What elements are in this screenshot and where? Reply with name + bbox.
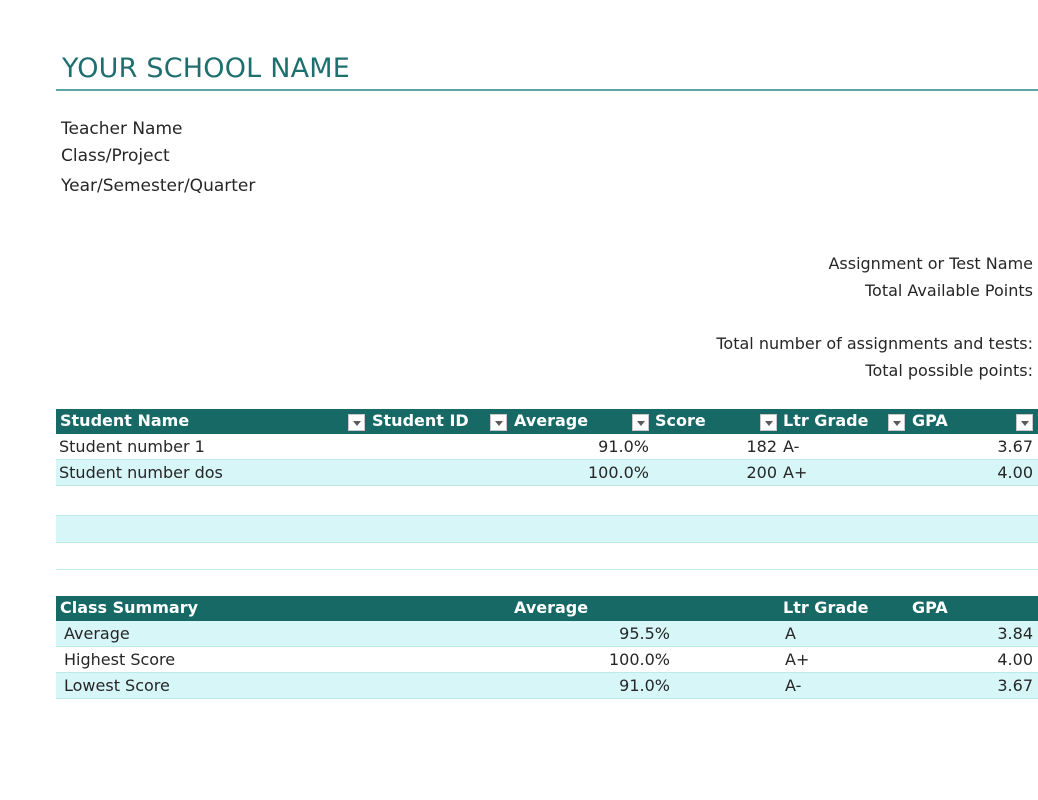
student-table-header: Student Name Student ID Average Score Lt… [56, 409, 1038, 434]
class-summary-table: Class Summary Average Ltr Grade GPA Aver… [56, 596, 1038, 699]
col-average[interactable]: Average [514, 411, 589, 430]
summary-gpa-cell[interactable]: 3.84 [997, 624, 1033, 643]
score-cell[interactable]: 182 [746, 437, 777, 456]
filter-dropdown-icon[interactable] [348, 414, 365, 431]
teacher-name-label[interactable]: Teacher Name [61, 119, 183, 139]
filter-dropdown-icon[interactable] [1016, 414, 1033, 431]
student-table: Student Name Student ID Average Score Lt… [56, 409, 1038, 486]
student-name-cell[interactable]: Student number 1 [59, 437, 205, 456]
summary-row: Highest Score 100.0% A+ 4.00 [56, 647, 1038, 673]
col-score[interactable]: Score [655, 411, 706, 430]
summary-average-cell[interactable]: 91.0% [619, 676, 670, 695]
filter-dropdown-icon[interactable] [888, 414, 905, 431]
class-summary-header: Class Summary Average Ltr Grade GPA [56, 596, 1038, 621]
summary-label-cell[interactable]: Highest Score [64, 650, 176, 669]
col-summary-gpa[interactable]: GPA [912, 598, 948, 617]
col-gpa[interactable]: GPA [912, 411, 948, 430]
col-summary-average[interactable]: Average [514, 598, 589, 617]
filter-dropdown-icon[interactable] [490, 414, 507, 431]
summary-label-cell[interactable]: Lowest Score [64, 676, 170, 695]
table-row: Student number dos 100.0% 200 A+ 4.00 [56, 460, 1038, 486]
average-cell[interactable]: 100.0% [587, 463, 649, 482]
class-project-label[interactable]: Class/Project [61, 146, 170, 166]
summary-grade-cell[interactable]: A- [785, 676, 802, 695]
gpa-cell[interactable]: 3.67 [997, 437, 1033, 456]
empty-row[interactable] [56, 543, 1038, 570]
total-assignments-label[interactable]: Total number of assignments and tests: [716, 334, 1033, 353]
col-ltr-grade[interactable]: Ltr Grade [783, 411, 869, 430]
total-available-points-label[interactable]: Total Available Points [864, 281, 1033, 300]
col-student-name[interactable]: Student Name [60, 411, 190, 430]
col-class-summary[interactable]: Class Summary [60, 598, 199, 617]
summary-average-cell[interactable]: 95.5% [619, 624, 670, 643]
ltr-grade-cell[interactable]: A- [783, 437, 800, 456]
assignment-name-label[interactable]: Assignment or Test Name [828, 254, 1033, 273]
title-underline [56, 89, 1038, 91]
score-cell[interactable]: 200 [746, 463, 777, 482]
filter-dropdown-icon[interactable] [760, 414, 777, 431]
summary-row: Average 95.5% A 3.84 [56, 621, 1038, 647]
summary-gpa-cell[interactable]: 4.00 [997, 650, 1033, 669]
table-row: Student number 1 91.0% 182 A- 3.67 [56, 434, 1038, 460]
term-label[interactable]: Year/Semester/Quarter [61, 176, 256, 196]
student-name-cell[interactable]: Student number dos [59, 463, 223, 482]
ltr-grade-cell[interactable]: A+ [783, 463, 808, 482]
col-summary-ltr-grade[interactable]: Ltr Grade [783, 598, 869, 617]
summary-grade-cell[interactable]: A [785, 624, 796, 643]
empty-row[interactable] [56, 516, 1038, 543]
total-possible-points-label[interactable]: Total possible points: [865, 361, 1033, 380]
summary-average-cell[interactable]: 100.0% [608, 650, 670, 669]
empty-row[interactable] [56, 489, 1038, 516]
summary-gpa-cell[interactable]: 3.67 [997, 676, 1033, 695]
summary-label-cell[interactable]: Average [64, 624, 130, 643]
school-name-title[interactable]: YOUR SCHOOL NAME [62, 53, 351, 84]
col-student-id[interactable]: Student ID [372, 411, 469, 430]
gpa-cell[interactable]: 4.00 [997, 463, 1033, 482]
average-cell[interactable]: 91.0% [598, 437, 649, 456]
summary-grade-cell[interactable]: A+ [785, 650, 810, 669]
filter-dropdown-icon[interactable] [632, 414, 649, 431]
summary-row: Lowest Score 91.0% A- 3.67 [56, 673, 1038, 699]
